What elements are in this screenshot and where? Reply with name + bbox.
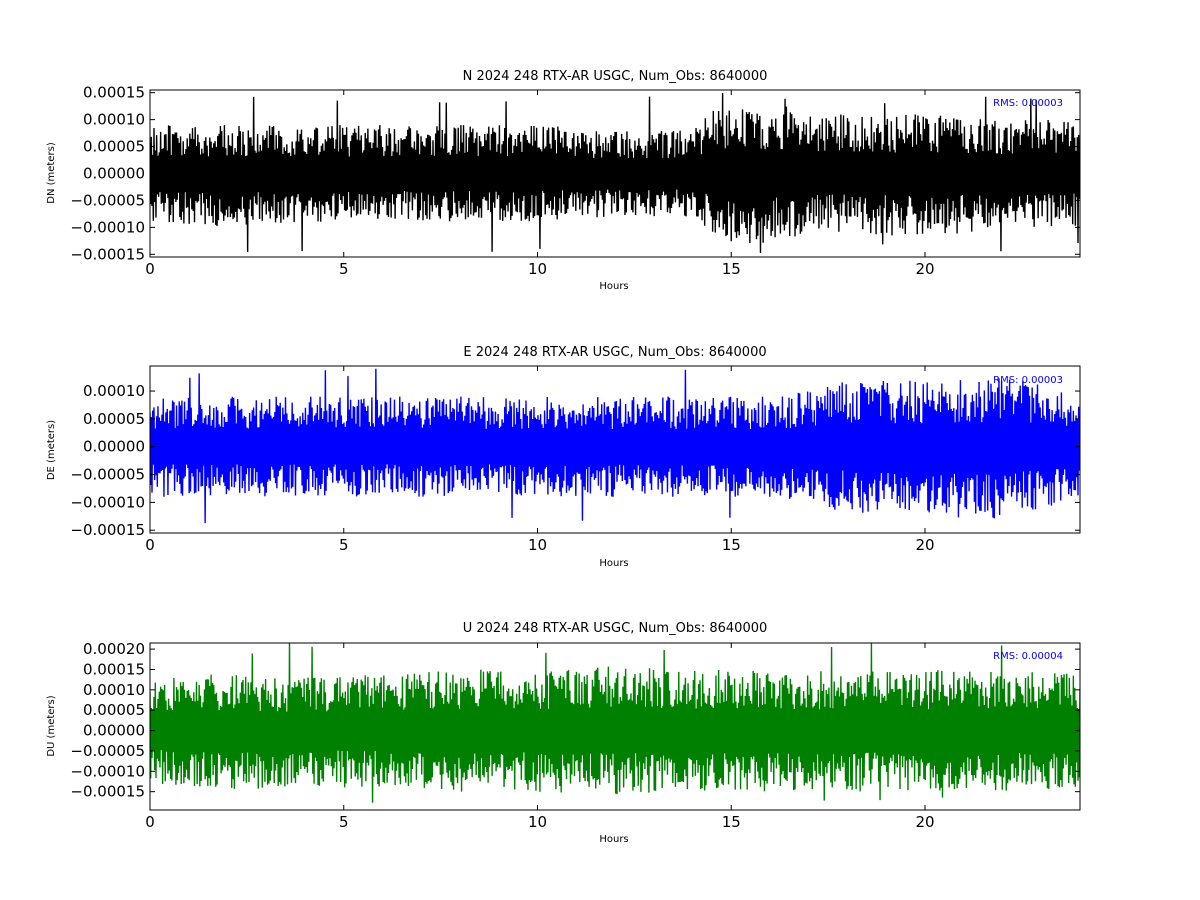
y-tick-label: −0.00015 [70,245,145,263]
panel-up: U 2024 248 RTX-AR USGC, Num_Obs: 8640000… [46,621,1081,845]
y-tick-label: 0.00020 [83,640,145,658]
x-tick-label: 0 [145,813,155,831]
panel-north-y-ticks: 0.00015 0.00010 0.00005 0.00000 −0.00005 −0.0… [70,84,1080,263]
panel-up-title: U 2024 248 RTX-AR USGC, Num_Obs: 8640000 [463,621,768,636]
y-tick-label: −0.00015 [70,783,145,801]
x-tick-label: 10 [528,813,547,831]
y-tick-label: 0.00010 [83,681,145,699]
panel-east-plot-area [150,368,1080,524]
panel-east-rms-annotation: RMS: 0.00003 [993,375,1063,386]
panel-east-y-axis-label: DE (meters) [46,420,57,480]
y-tick-label: −0.00010 [70,218,145,236]
panel-east-x-ticks: 0 5 10 15 20 [145,366,935,554]
y-tick-label: 0.00010 [83,111,145,129]
y-tick-label: 0.00000 [83,438,145,456]
panel-up-x-ticks: 0 5 10 15 20 [145,643,935,831]
y-tick-label: 0.00005 [83,138,145,156]
panel-east-frame [149,365,1081,534]
y-tick-label: −0.00010 [70,493,145,511]
x-tick-label: 0 [145,536,155,554]
panel-up-y-ticks: 0.00020 0.00015 0.00010 0.00005 0.00000 −0.00… [70,640,1080,801]
y-tick-label: 0.00010 [83,382,145,400]
x-tick-label: 20 [915,260,934,278]
panel-east-series-trace [150,368,1080,524]
y-tick-label: 0.00000 [83,165,145,183]
x-tick-label: 15 [722,813,741,831]
panel-up-rms-annotation: RMS: 0.00004 [993,651,1063,662]
panel-north-x-axis-label: Hours [599,281,628,292]
panel-up-frame [149,642,1081,811]
panel-north: N 2024 248 RTX-AR USGC, Num_Obs: 8640000… [46,69,1081,292]
panel-east-x-axis-label: Hours [599,558,628,569]
x-tick-label: 20 [915,813,934,831]
y-tick-label: −0.00005 [70,466,145,484]
y-tick-label: −0.00005 [70,191,145,209]
x-tick-label: 5 [339,260,349,278]
panel-up-plot-area [150,643,1080,803]
panel-north-plot-area [150,92,1080,254]
y-tick-label: −0.00010 [70,762,145,780]
y-tick-label: 0.00015 [83,660,145,678]
panel-north-series-trace [150,92,1080,254]
panel-east: E 2024 248 RTX-AR USGC, Num_Obs: 8640000… [46,345,1081,569]
y-tick-label: 0.00015 [83,84,145,102]
x-tick-label: 0 [145,260,155,278]
x-tick-label: 15 [722,536,741,554]
x-tick-label: 5 [339,813,349,831]
x-tick-label: 10 [528,260,547,278]
panel-east-title: E 2024 248 RTX-AR USGC, Num_Obs: 8640000 [463,345,766,360]
x-tick-label: 15 [722,260,741,278]
x-tick-label: 20 [915,536,934,554]
panel-north-title: N 2024 248 RTX-AR USGC, Num_Obs: 8640000 [463,69,768,84]
y-tick-label: 0.00000 [83,722,145,740]
panel-east-y-ticks: 0.00010 0.00005 0.00000 −0.00005 −0.00010 −0.… [70,382,1080,539]
y-tick-label: 0.00005 [83,701,145,719]
panel-north-x-ticks: 0 5 10 15 20 [145,90,935,278]
x-tick-label: 10 [528,536,547,554]
panel-up-y-axis-label: DU (meters) [46,695,57,756]
panel-north-rms-annotation: RMS: 0.00003 [993,98,1063,109]
panel-up-series-trace [150,643,1080,803]
y-tick-label: 0.00005 [83,410,145,428]
panel-north-y-axis-label: DN (meters) [46,142,57,204]
y-tick-label: −0.00005 [70,742,145,760]
x-tick-label: 5 [339,536,349,554]
y-tick-label: −0.00015 [70,521,145,539]
panel-up-x-axis-label: Hours [599,834,628,845]
